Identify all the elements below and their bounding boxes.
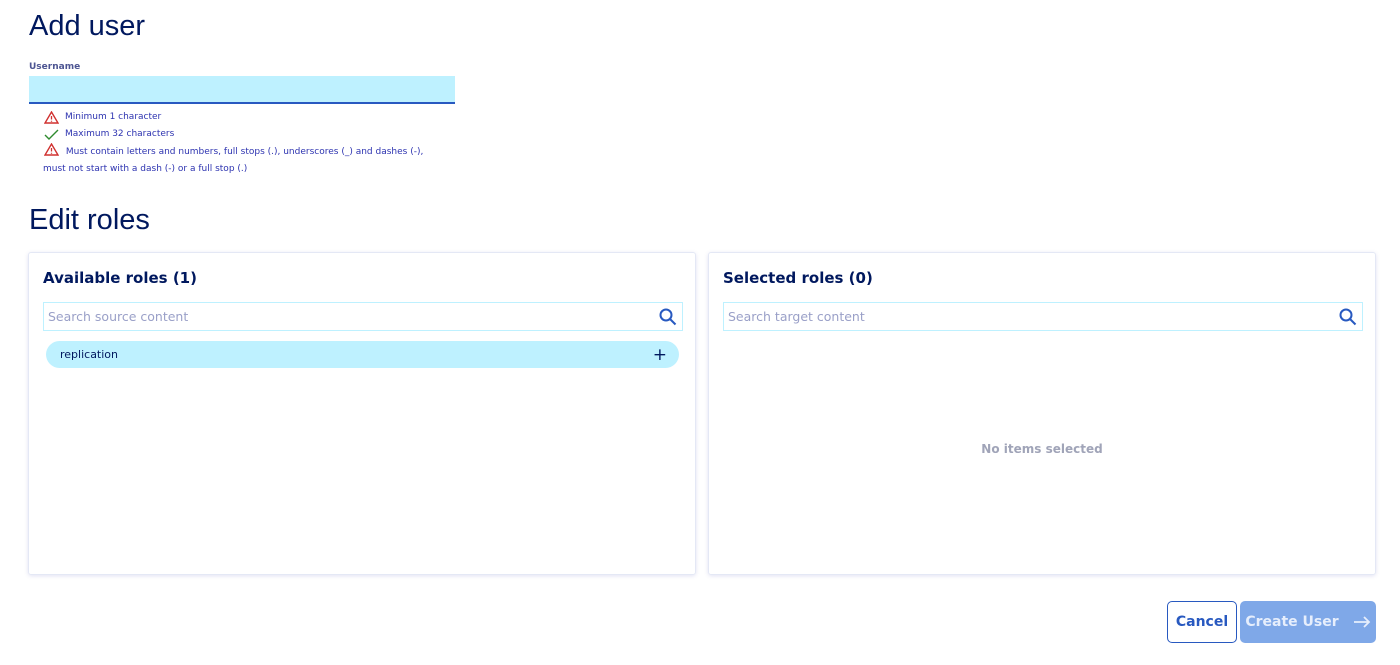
target-search-input[interactable]: Search target content [723, 302, 1363, 331]
cancel-button[interactable]: Cancel [1167, 601, 1237, 643]
arrow-right-icon [1353, 616, 1370, 628]
rule-max-length: Maximum 32 characters [43, 126, 443, 143]
username-label: Username [29, 62, 81, 72]
selected-roles-panel: Selected roles (0) Search target content… [708, 252, 1376, 575]
plus-icon[interactable]: + [652, 344, 667, 365]
roles-title: Edit roles [29, 204, 150, 236]
available-roles-panel: Available roles (1) Search source conten… [28, 252, 696, 575]
available-roles-title: Available roles (1) [43, 269, 197, 287]
username-input[interactable] [29, 76, 455, 104]
source-search-input[interactable]: Search source content [43, 302, 683, 331]
warning-icon [43, 111, 59, 124]
role-item-replication[interactable]: replication + [46, 341, 679, 368]
rule-characters: Must contain letters and numbers, full s… [43, 143, 443, 178]
empty-state: No items selected [981, 442, 1103, 456]
search-icon[interactable] [659, 308, 677, 326]
check-icon [43, 129, 59, 141]
search-icon[interactable] [1339, 308, 1357, 326]
validation-rules: Minimum 1 character Maximum 32 character… [43, 109, 443, 178]
create-user-button[interactable]: Create User [1240, 601, 1376, 643]
page-title: Add user [29, 10, 146, 42]
rule-min-length: Minimum 1 character [43, 109, 443, 126]
warning-icon [43, 143, 59, 156]
selected-roles-title: Selected roles (0) [723, 269, 873, 287]
